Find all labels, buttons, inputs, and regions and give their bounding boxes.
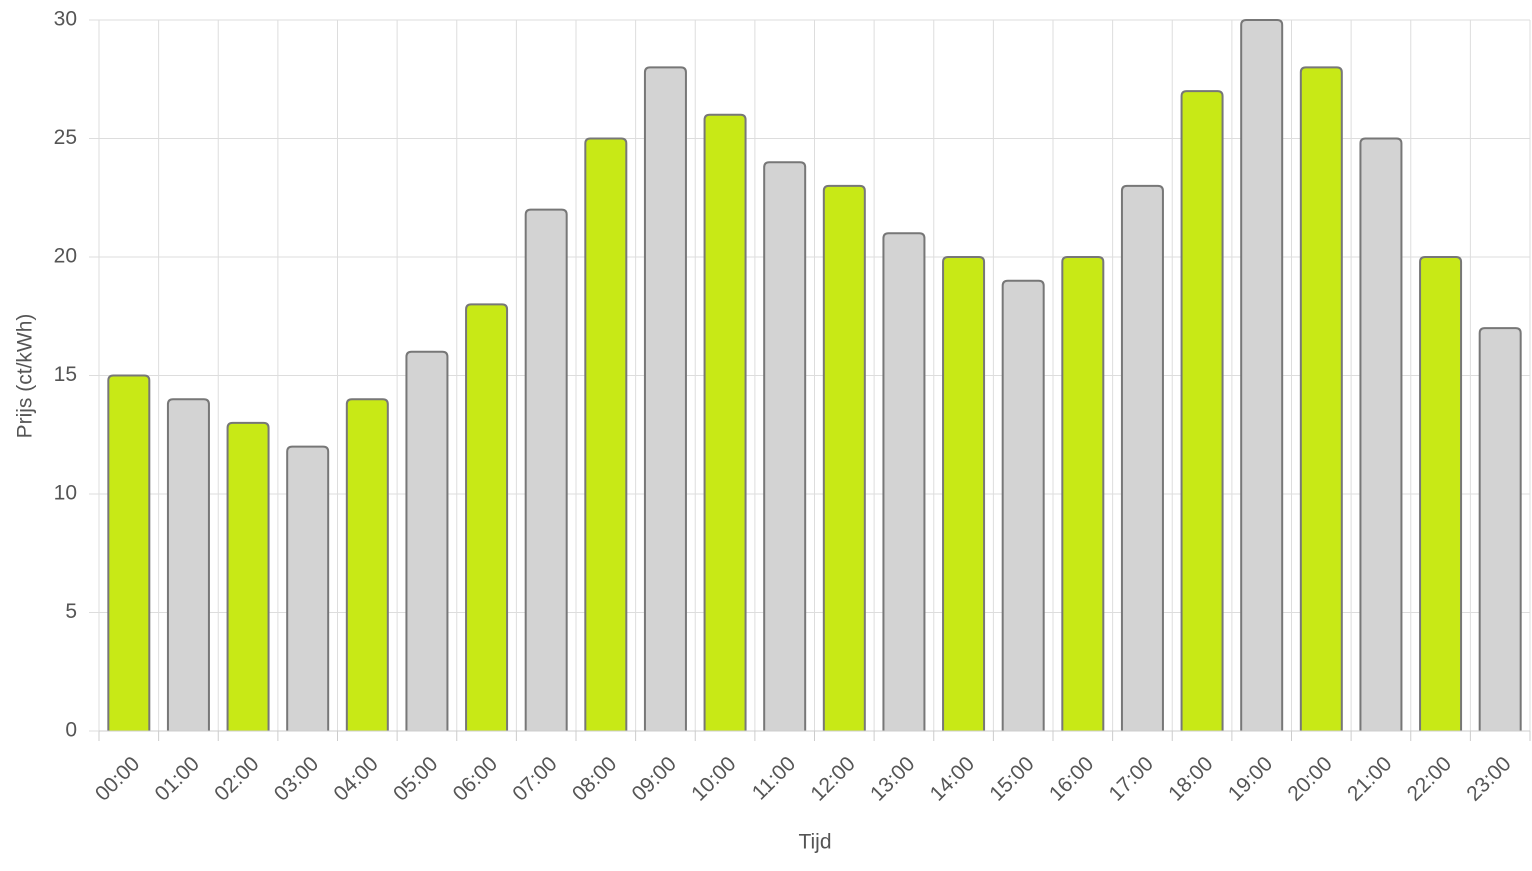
bar (643, 66, 687, 731)
x-tick-label: 15:00 (985, 752, 1038, 805)
bar (584, 137, 628, 731)
x-tick-label: 21:00 (1343, 752, 1396, 805)
x-tick-label: 13:00 (866, 752, 919, 805)
bar (286, 445, 330, 731)
x-tick-label: 17:00 (1104, 752, 1157, 805)
x-tick-label: 07:00 (508, 752, 561, 805)
bar (1120, 184, 1164, 731)
x-tick-label: 09:00 (627, 752, 680, 805)
bar (703, 113, 747, 731)
bar (1001, 279, 1045, 731)
y-tick-label: 10 (54, 482, 77, 505)
x-tick-label: 20:00 (1283, 752, 1336, 805)
bar (942, 256, 986, 731)
x-tick-label: 03:00 (270, 752, 323, 805)
bar (345, 398, 389, 731)
y-tick-label: 5 (65, 600, 77, 623)
x-tick-label: 11:00 (748, 752, 800, 804)
bar (524, 208, 568, 731)
x-tick-label: 22:00 (1403, 752, 1456, 805)
x-tick-label: 16:00 (1045, 752, 1098, 805)
x-tick-label: 23:00 (1462, 752, 1515, 805)
bar (822, 184, 866, 731)
bar (763, 161, 807, 731)
x-tick-label: 04:00 (329, 752, 382, 805)
bar (405, 350, 449, 731)
bar (1478, 327, 1522, 731)
x-tick-label: 19:00 (1224, 752, 1277, 805)
y-tick-label: 25 (54, 126, 77, 149)
x-tick-label: 12:00 (806, 752, 859, 805)
bar (1359, 137, 1403, 731)
y-tick-label: 20 (54, 245, 77, 268)
bar (1240, 19, 1284, 731)
y-axis-label: Prijs (ct/kWh) (14, 314, 37, 439)
y-tick-label: 30 (54, 8, 77, 31)
x-tick-label: 14:00 (926, 752, 979, 805)
x-tick-label: 10:00 (687, 752, 740, 805)
x-tick-label: 08:00 (568, 752, 621, 805)
x-tick-label: 02:00 (210, 752, 263, 805)
bar (226, 421, 270, 731)
bar (1180, 90, 1224, 731)
bar (1299, 66, 1343, 731)
y-tick-label: 0 (65, 719, 77, 742)
x-tick-label: 06:00 (449, 752, 502, 805)
bar (166, 398, 210, 731)
bar (107, 374, 151, 731)
y-tick-label: 15 (54, 363, 77, 386)
bar (882, 232, 926, 731)
bar (1061, 256, 1105, 731)
x-tick-label: 05:00 (389, 752, 442, 805)
x-tick-label: 18:00 (1164, 752, 1217, 805)
bar (1419, 256, 1463, 731)
x-tick-label: 00:00 (91, 752, 144, 805)
bar (465, 303, 509, 731)
x-axis-label: Tijd (798, 831, 831, 854)
x-tick-label: 01:00 (150, 752, 203, 805)
